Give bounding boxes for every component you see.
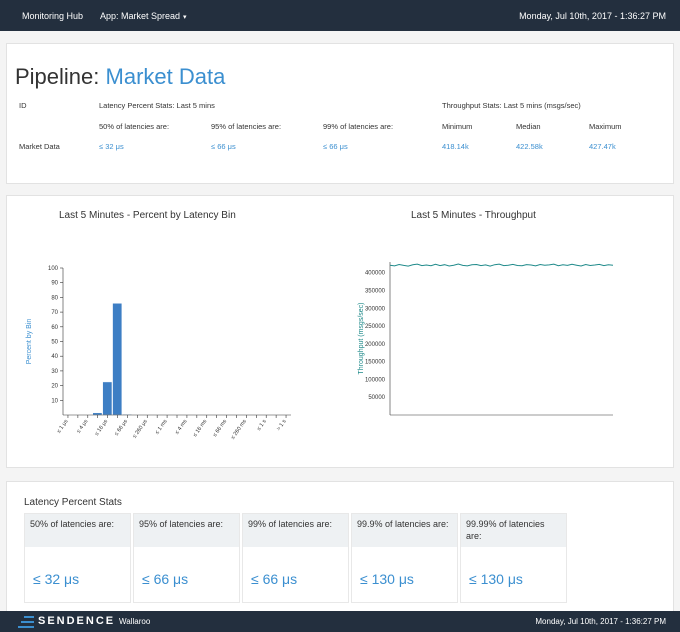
footer-bar: SENDENCE Wallaroo Monday, Jul 10th, 2017… <box>0 611 680 632</box>
y-tick-label: 70 <box>51 310 58 316</box>
throughput-value[interactable]: 427.47k <box>589 142 616 151</box>
company-name: SENDENCE <box>38 615 116 627</box>
page-title: Pipeline: Market Data <box>15 64 225 90</box>
app-menu-dropdown[interactable]: App: Market Spread ▾ <box>100 11 187 21</box>
y-tick-label: 200000 <box>365 342 386 348</box>
y-tick-label: 50 <box>51 340 58 346</box>
throughput-line-chart: 50000 100000 150000 200000 250000 300000 35000… <box>358 262 614 416</box>
y-tick-label: 90 <box>51 281 58 287</box>
y-tick-label: 250000 <box>365 324 386 330</box>
stat-card: 50% of latencies are: ≤ 32 μs <box>24 513 131 603</box>
x-tick-label: ≤ 66 ms <box>212 419 228 439</box>
throughput-col-header: Maximum <box>589 122 622 131</box>
histogram-bar <box>112 303 123 416</box>
throughput-col-header: Median <box>516 122 541 131</box>
pipeline-summary-panel: Pipeline: Market Data ID Latency Percent… <box>6 43 674 184</box>
sendence-logo-icon <box>18 616 34 628</box>
page-title-prefix: Pipeline: <box>15 64 106 89</box>
latency-stats-header: Latency Percent Stats: Last 5 mins <box>99 101 215 110</box>
y-tick-label: 80 <box>51 295 58 301</box>
y-tick-label: 20 <box>51 384 58 390</box>
latency-chart-title: Last 5 Minutes - Percent by Latency Bin <box>59 210 236 221</box>
y-tick-label: 350000 <box>365 288 386 294</box>
y-axis-label: Throughput (msgs/sec) <box>358 303 365 375</box>
latency-value[interactable]: ≤ 66 μs <box>211 142 236 151</box>
y-axis-label: Percent by Bin <box>26 319 33 365</box>
id-header: ID <box>19 101 27 110</box>
stat-card: 95% of latencies are: ≤ 66 μs <box>133 513 240 603</box>
throughput-chart-title: Last 5 Minutes - Throughput <box>411 210 536 221</box>
pipeline-name: Market Data <box>105 64 226 89</box>
stat-card-label: 99.99% of latencies are: <box>461 514 566 547</box>
x-tick-label: ≤ 260 ms <box>230 419 248 441</box>
y-tick-label: 40 <box>51 354 58 360</box>
header-datetime: Monday, Jul 10th, 2017 - 1:36:27 PM <box>519 11 666 21</box>
latency-col-header: 50% of latencies are: <box>99 122 170 131</box>
chevron-down-icon: ▾ <box>183 14 187 21</box>
x-tick-label: ≤ 4 ms <box>174 419 189 436</box>
latency-value[interactable]: ≤ 66 μs <box>323 142 348 151</box>
stat-card-value: ≤ 130 μs <box>469 571 523 587</box>
throughput-stats-header: Throughput Stats: Last 5 mins (msgs/sec) <box>442 101 581 110</box>
histogram-bar <box>92 412 103 416</box>
stat-card-label: 95% of latencies are: <box>134 514 239 547</box>
monitoring-hub-link[interactable]: Monitoring Hub <box>22 11 84 21</box>
stat-card-label: 50% of latencies are: <box>25 514 130 547</box>
x-tick-label: ≤ 260 μs <box>132 419 149 440</box>
stat-card-label: 99.9% of latencies are: <box>352 514 457 547</box>
latency-histogram-chart: 10 20 30 40 50 60 70 80 90 100 ≤ 1 μs ≤ 4 μs ≤ 16 μs… <box>26 266 291 441</box>
y-tick-label: 60 <box>51 325 58 331</box>
x-tick-label: ≤ 16 μs <box>94 419 109 437</box>
latency-col-header: 99% of latencies are: <box>323 122 394 131</box>
app-menu-label: App: Market Spread <box>100 11 181 21</box>
stat-card-label: 99% of latencies are: <box>243 514 348 547</box>
stat-card: 99% of latencies are: ≤ 66 μs <box>242 513 349 603</box>
x-tick-label: ≤ 1 ms <box>154 419 169 436</box>
x-tick-label: > 1 s <box>276 419 288 433</box>
stat-card-value: ≤ 32 μs <box>33 571 80 587</box>
x-tick-label: ≤ 16 ms <box>192 419 208 439</box>
throughput-value[interactable]: 418.14k <box>442 142 469 151</box>
y-tick-label: 150000 <box>365 360 386 366</box>
y-tick-label: 50000 <box>368 395 385 401</box>
stat-card: 99.9% of latencies are: ≤ 130 μs <box>351 513 458 603</box>
y-tick-label: 400000 <box>365 271 386 277</box>
x-tick-label: ≤ 4 μs <box>76 419 90 435</box>
latency-value[interactable]: ≤ 32 μs <box>99 142 124 151</box>
pipeline-id-cell: Market Data <box>19 142 60 151</box>
x-tick-label: ≤ 66 μs <box>114 419 129 437</box>
y-tick-label: 30 <box>51 369 58 375</box>
histogram-bar <box>102 381 113 416</box>
x-tick-label: ≤ 1 μs <box>56 419 70 435</box>
y-tick-label: 100 <box>48 266 59 272</box>
section-title: Latency Percent Stats <box>24 497 122 508</box>
throughput-value[interactable]: 422.58k <box>516 142 543 151</box>
top-navbar: Monitoring Hub App: Market Spread ▾ Monda… <box>0 0 680 31</box>
throughput-series-line <box>389 263 614 267</box>
y-tick-label: 100000 <box>365 377 386 383</box>
y-tick-label: 300000 <box>365 306 386 312</box>
footer-datetime: Monday, Jul 10th, 2017 - 1:36:27 PM <box>535 617 666 626</box>
throughput-col-header: Minimum <box>442 122 473 131</box>
latency-col-header: 95% of latencies are: <box>211 122 282 131</box>
latency-stats-panel: Latency Percent Stats 50% of latencies a… <box>6 481 674 613</box>
charts-panel: Last 5 Minutes - Percent by Latency Bin … <box>6 195 674 468</box>
stat-card-value: ≤ 66 μs <box>251 571 298 587</box>
x-tick-label: ≤ 1 s <box>256 419 268 432</box>
stat-card-value: ≤ 130 μs <box>360 571 414 587</box>
product-name: Wallaroo <box>119 617 151 626</box>
stat-card: 99.99% of latencies are: ≤ 130 μs <box>460 513 567 603</box>
stat-card-value: ≤ 66 μs <box>142 571 189 587</box>
y-tick-label: 10 <box>51 398 58 404</box>
